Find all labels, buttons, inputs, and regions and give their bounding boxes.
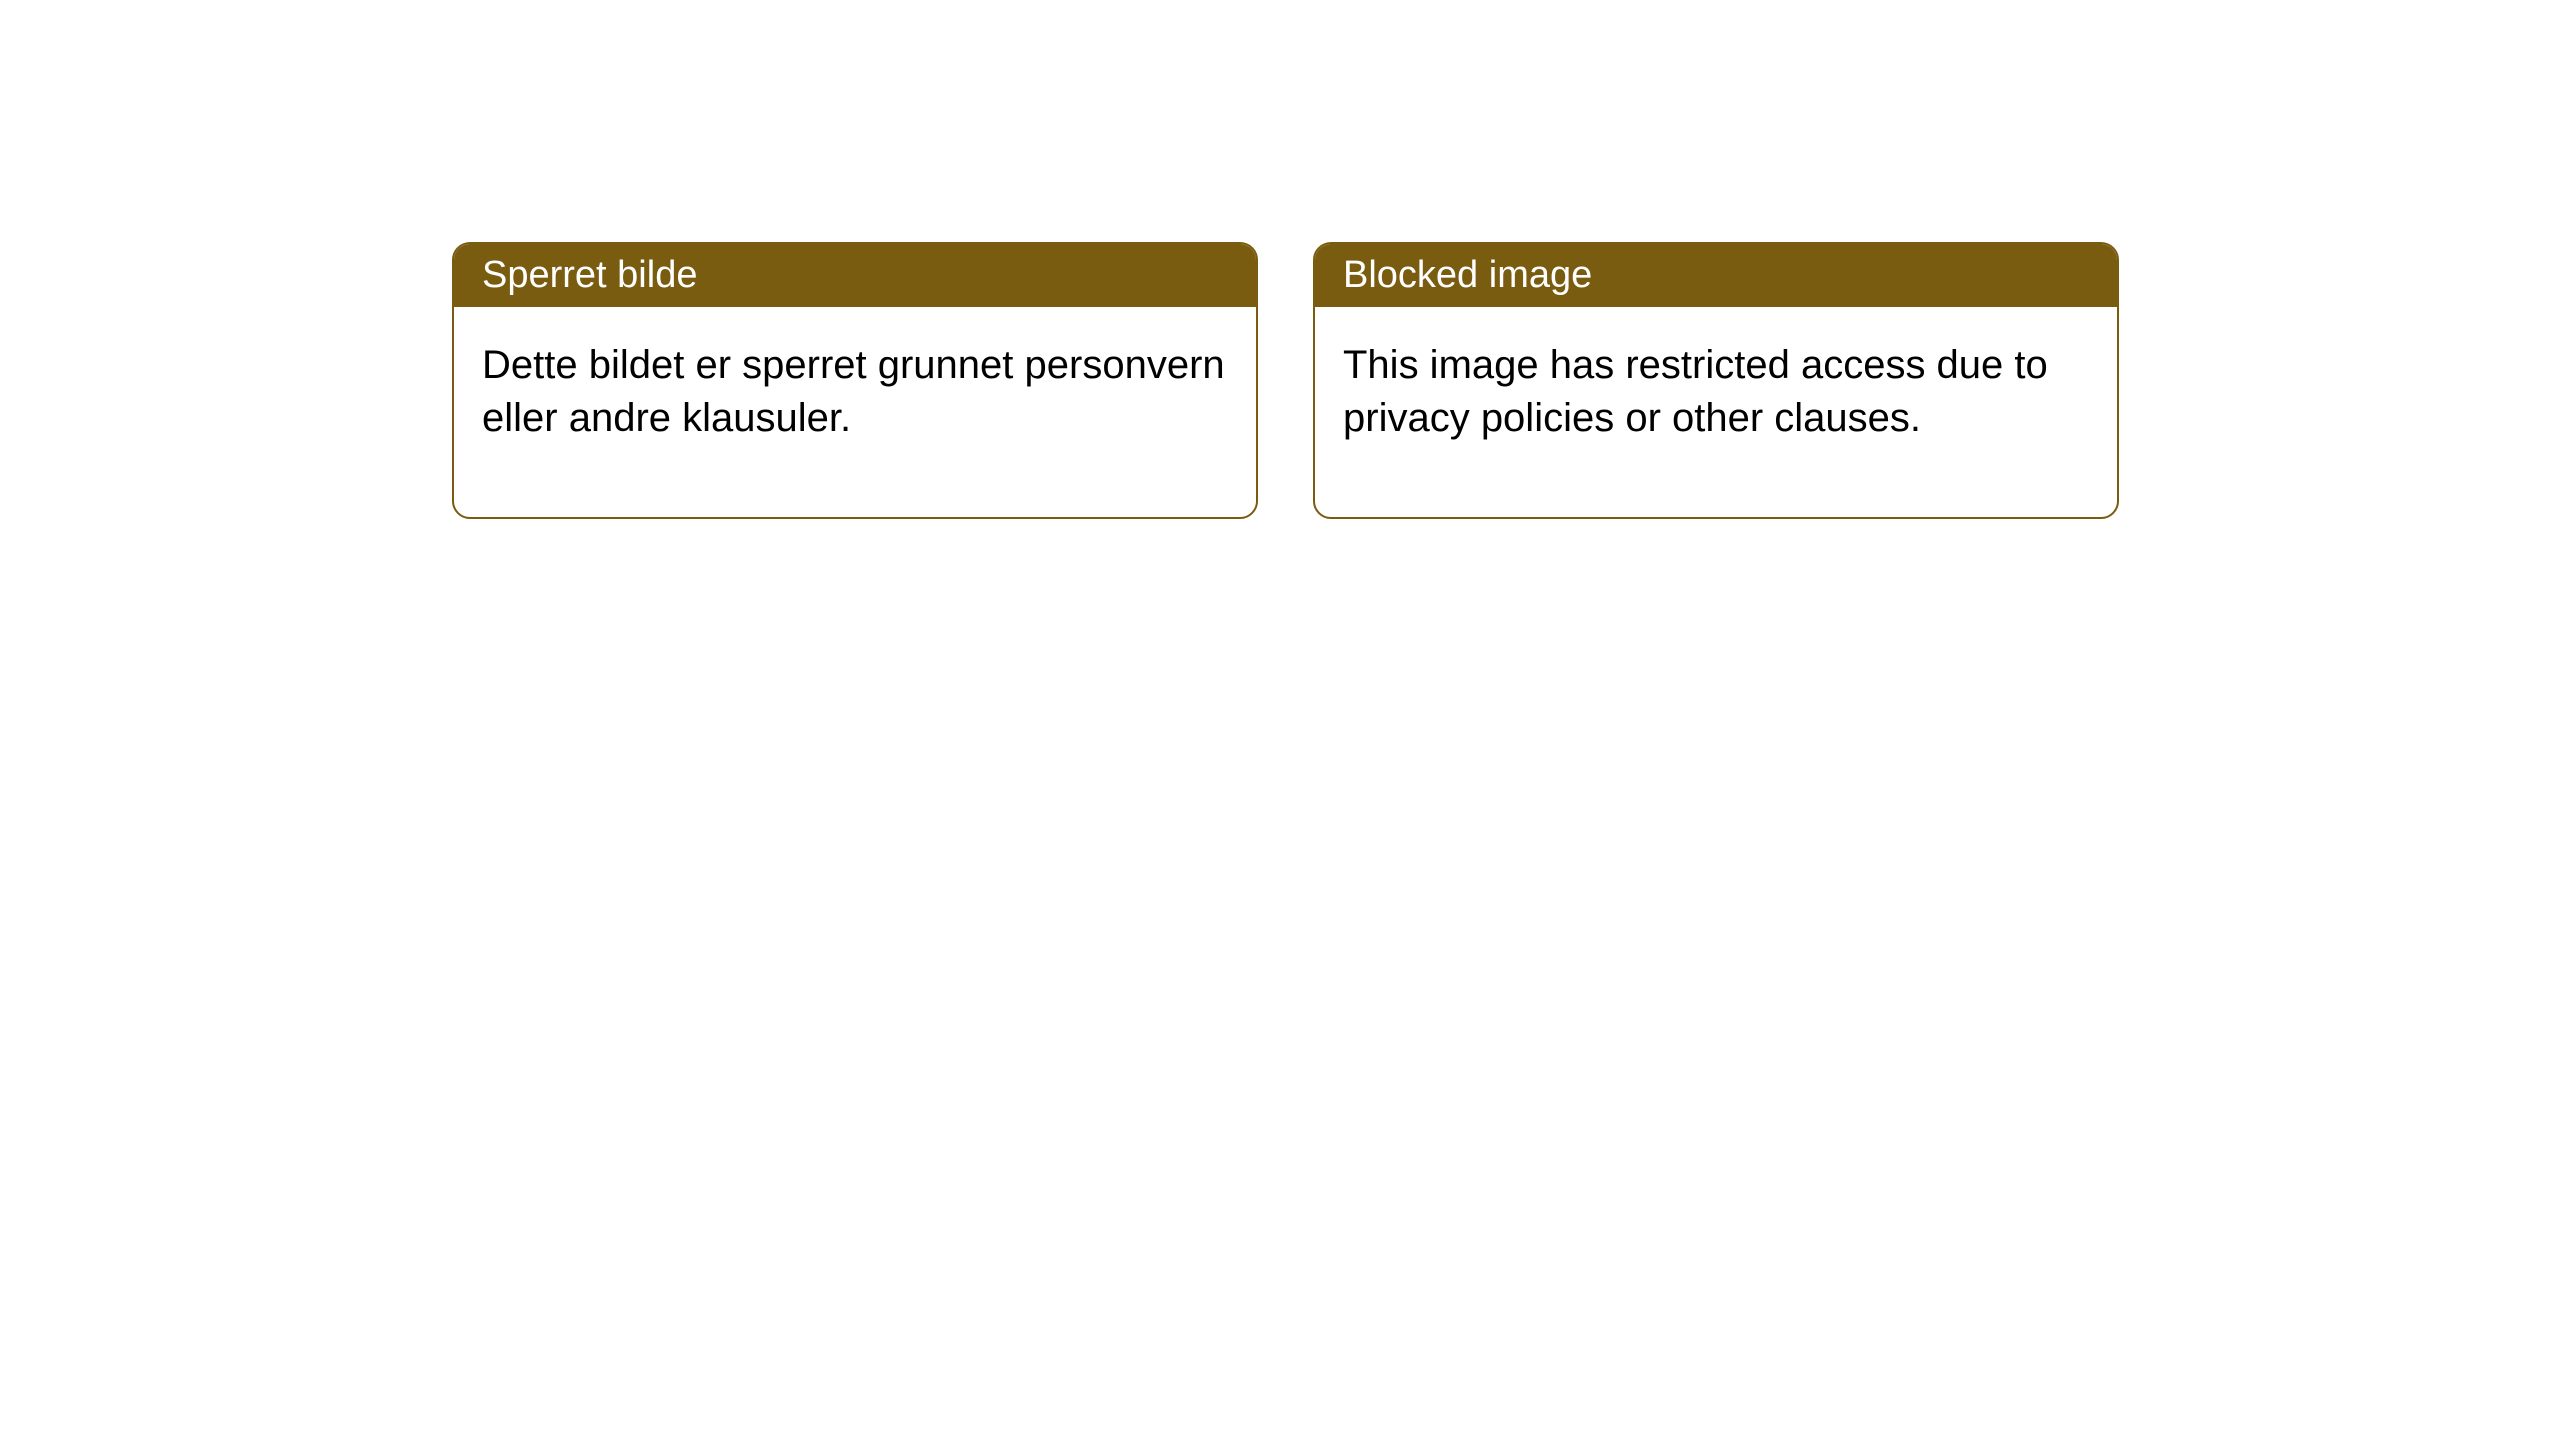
card-header: Blocked image	[1315, 244, 2117, 307]
blocked-image-card-norwegian: Sperret bilde Dette bildet er sperret gr…	[452, 242, 1258, 519]
card-title: Blocked image	[1343, 254, 1592, 296]
cards-container: Sperret bilde Dette bildet er sperret gr…	[452, 242, 2119, 519]
card-message: This image has restricted access due to …	[1343, 343, 2048, 440]
card-header: Sperret bilde	[454, 244, 1256, 307]
card-message: Dette bildet er sperret grunnet personve…	[482, 343, 1225, 440]
blocked-image-card-english: Blocked image This image has restricted …	[1313, 242, 2119, 519]
card-title: Sperret bilde	[482, 254, 697, 296]
card-body: This image has restricted access due to …	[1315, 307, 2117, 517]
card-body: Dette bildet er sperret grunnet personve…	[454, 307, 1256, 517]
